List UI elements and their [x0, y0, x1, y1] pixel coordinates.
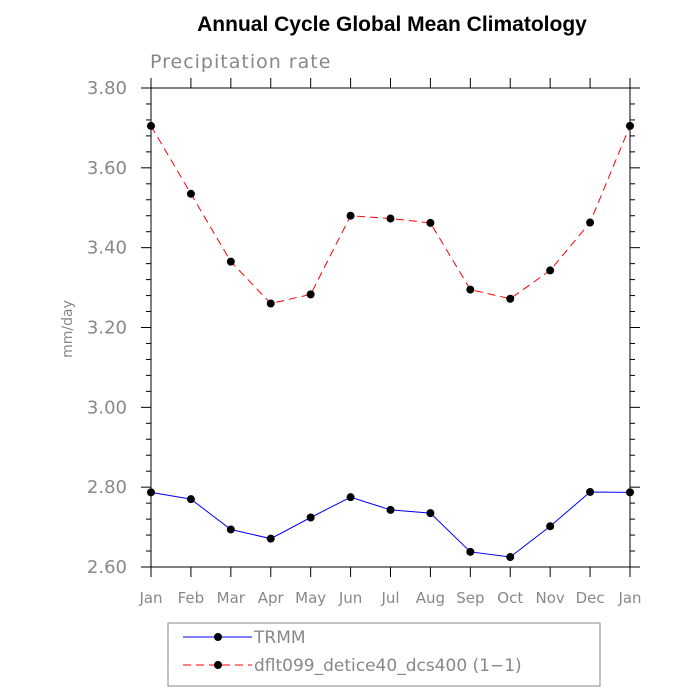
legend-label-2: dflt099_detice40_dcs400 (1−1): [254, 656, 522, 676]
series-1-point: [546, 522, 555, 531]
series-1-point: [266, 534, 275, 543]
series-1-point: [586, 487, 595, 496]
x-tick-label: Apr: [258, 589, 285, 607]
x-tick-label: Jan: [617, 589, 641, 607]
legend-marker-1: [214, 633, 222, 641]
x-tick-label: May: [295, 589, 326, 607]
series-1-point: [306, 513, 315, 522]
series-1-point: [466, 547, 475, 556]
x-tick-label: Sep: [456, 589, 484, 607]
series-1-point: [386, 505, 395, 514]
series-2-point: [506, 294, 515, 303]
legend-marker-2: [214, 661, 222, 669]
series-2-point: [306, 290, 315, 299]
x-tick-label: Aug: [416, 589, 445, 607]
series-1-point: [626, 488, 634, 497]
legend-label-1: TRMM: [253, 628, 306, 648]
y-tick-label: 3.80: [87, 78, 127, 99]
y-tick-label: 2.60: [87, 557, 127, 578]
series-2-point: [147, 121, 155, 130]
axis-ticks: [141, 78, 640, 577]
x-tick-label: Jan: [138, 589, 162, 607]
x-tick-labels: Jan Feb Mar Apr May Jun Jul Aug Sep Oct Nov Dec Jan: [138, 589, 641, 607]
x-tick-label: Feb: [178, 589, 205, 607]
series-2-point: [226, 257, 235, 266]
series-2-point: [346, 211, 355, 220]
series-1-point: [226, 525, 235, 534]
series-2-point: [466, 285, 475, 294]
series-1-point: [426, 509, 435, 518]
series-2-point: [426, 218, 435, 227]
x-tick-label: Mar: [217, 589, 246, 607]
series-line-1: [150, 491, 631, 558]
legend-items: TRMM dflt099_detice40_dcs400 (1−1): [183, 628, 522, 676]
series-1-point: [346, 493, 355, 502]
y-tick-label: 3.00: [87, 397, 127, 418]
x-tick-label: Nov: [536, 589, 565, 607]
y-axis-label: mm/day: [60, 300, 76, 358]
y-tick-label: 3.40: [87, 238, 127, 259]
series-2-point: [266, 299, 275, 308]
series-2-point: [186, 189, 195, 198]
y-tick-labels: 2.60 2.80 3.00 3.20 3.40 3.60 3.80: [87, 78, 127, 578]
series-2-point: [546, 266, 555, 275]
series-2-point: [386, 214, 395, 223]
series-2-point: [586, 218, 595, 227]
legend-box: [167, 622, 601, 687]
series-2-point: [626, 121, 634, 130]
x-tick-label: Dec: [576, 589, 605, 607]
series-1-point: [186, 495, 195, 504]
x-tick-label: Jul: [380, 589, 399, 607]
chart-title: Annual Cycle Global Mean Climatology: [197, 13, 587, 36]
series-1-point: [506, 553, 515, 562]
series-1-point: [147, 488, 155, 497]
x-tick-label: Jun: [338, 589, 362, 607]
legend: TRMM dflt099_detice40_dcs400 (1−1): [167, 622, 601, 687]
y-tick-label: 3.20: [87, 318, 127, 339]
plot-frame: [150, 87, 631, 568]
x-tick-label: Oct: [497, 589, 523, 607]
y-tick-label: 2.80: [87, 477, 127, 498]
y-tick-label: 3.60: [87, 158, 127, 179]
series-group: [147, 121, 634, 562]
chart-subtitle: Precipitation rate: [150, 51, 331, 73]
